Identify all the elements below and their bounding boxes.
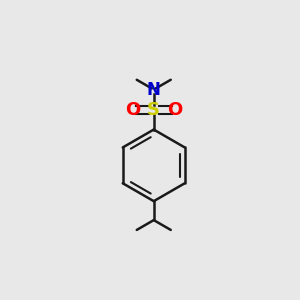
Text: O: O	[167, 101, 182, 119]
Text: S: S	[147, 101, 160, 119]
Text: N: N	[147, 81, 161, 99]
Text: O: O	[125, 101, 141, 119]
